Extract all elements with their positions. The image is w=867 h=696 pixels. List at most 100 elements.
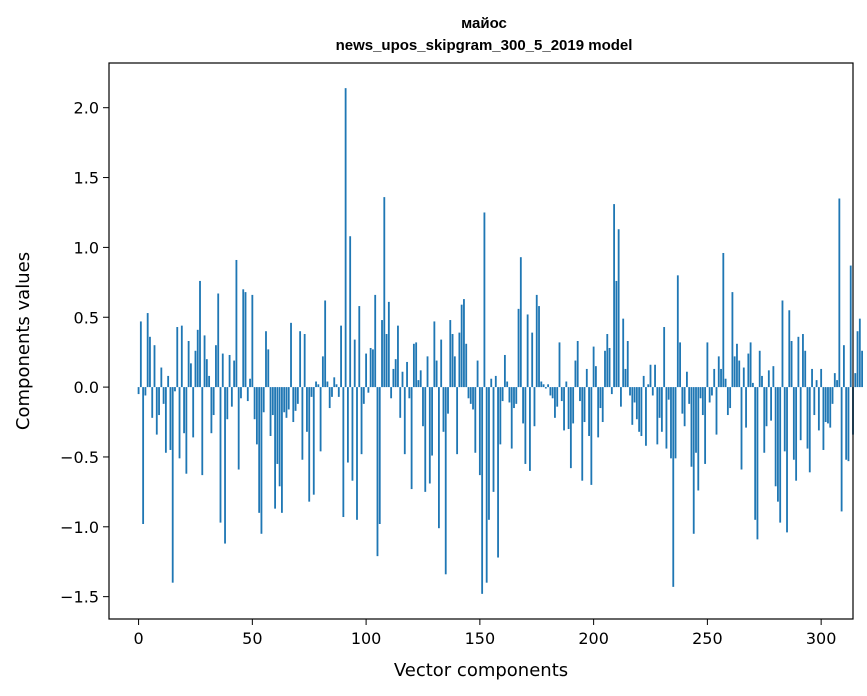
- bar: [226, 387, 229, 420]
- bar: [519, 257, 522, 388]
- bar: [221, 353, 224, 388]
- bar: [729, 387, 732, 409]
- bar: [242, 289, 245, 388]
- bar: [351, 387, 354, 481]
- x-tick-label: 250: [692, 629, 723, 648]
- bar: [597, 387, 600, 438]
- bar: [554, 387, 556, 418]
- bar: [178, 387, 181, 459]
- bar: [513, 387, 515, 409]
- bar: [617, 229, 620, 388]
- bar: [285, 387, 288, 418]
- bar: [799, 387, 802, 441]
- bar: [822, 387, 825, 450]
- bar: [372, 349, 374, 388]
- bar: [194, 350, 197, 388]
- bar: [642, 375, 645, 388]
- bar: [686, 371, 688, 388]
- bar: [203, 335, 206, 388]
- bar: [722, 252, 725, 388]
- bar: [681, 387, 684, 414]
- bar: [649, 364, 652, 388]
- bar: [301, 387, 304, 460]
- bar: [695, 387, 697, 453]
- bar: [276, 387, 279, 464]
- bar: [160, 367, 163, 388]
- bar: [645, 387, 647, 446]
- bar: [654, 364, 656, 388]
- bar: [829, 387, 832, 428]
- bar: [676, 275, 679, 388]
- bar: [802, 334, 804, 388]
- chart-title-line2: news_upos_skipgram_300_5_2019 model: [336, 37, 633, 54]
- bar: [369, 347, 372, 388]
- bar: [774, 387, 777, 487]
- x-tick-label: 50: [242, 629, 262, 648]
- bar: [258, 387, 261, 513]
- bar: [453, 356, 456, 388]
- bar: [581, 387, 584, 481]
- bar: [183, 387, 185, 434]
- bar: [783, 387, 786, 452]
- bar: [492, 387, 495, 492]
- y-axis-label: Components values: [13, 252, 34, 430]
- bar: [838, 198, 841, 388]
- bar: [660, 387, 663, 432]
- bar: [576, 341, 579, 388]
- bar: [149, 336, 151, 388]
- bar: [613, 204, 616, 388]
- x-axis-label: Vector components: [394, 660, 568, 681]
- bar: [312, 387, 315, 495]
- bar: [362, 387, 365, 404]
- bar: [827, 387, 829, 424]
- bar: [749, 342, 752, 388]
- bar: [210, 387, 213, 434]
- bar: [458, 332, 461, 388]
- bar: [469, 387, 472, 404]
- bar: [392, 368, 395, 388]
- bar: [640, 387, 643, 436]
- bar: [472, 387, 474, 410]
- bar: [424, 387, 427, 492]
- bar: [622, 318, 625, 388]
- bar: [333, 377, 336, 388]
- bar: [463, 299, 465, 388]
- bar: [540, 381, 543, 388]
- bar: [533, 387, 536, 427]
- bar: [758, 350, 761, 388]
- bar: [485, 387, 488, 583]
- bar: [435, 360, 438, 388]
- bar: [349, 236, 352, 388]
- bar: [337, 387, 340, 397]
- bar: [706, 342, 709, 388]
- bar: [806, 387, 809, 449]
- bar: [208, 375, 211, 388]
- bar: [845, 387, 848, 460]
- bar: [847, 387, 850, 462]
- x-tick-label: 150: [465, 629, 496, 648]
- bar: [476, 360, 479, 388]
- bar: [490, 378, 493, 388]
- bar: [151, 387, 154, 418]
- bar: [428, 387, 431, 484]
- bar: [761, 375, 763, 388]
- bar: [315, 381, 317, 388]
- y-tick-label: −1.5: [60, 588, 99, 607]
- bar: [233, 360, 236, 388]
- bar: [547, 384, 550, 388]
- bar: [506, 381, 509, 388]
- bar: [588, 387, 590, 436]
- bar: [736, 343, 738, 388]
- bar: [569, 387, 572, 469]
- bar: [219, 387, 222, 523]
- bar: [608, 347, 611, 388]
- bar: [344, 88, 347, 388]
- bar: [817, 387, 820, 431]
- bar: [763, 387, 766, 453]
- bar: [365, 353, 368, 388]
- bar: [358, 306, 361, 388]
- bar: [174, 387, 176, 392]
- bar: [180, 325, 183, 388]
- x-tick-label: 300: [806, 629, 837, 648]
